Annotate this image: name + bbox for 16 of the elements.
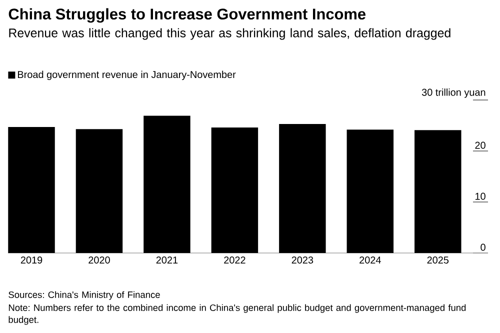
text: Note: Numbers refer to the combined income in China's general public budget and government-managed fund budget. <box>8 304 466 325</box>
x-tick-label: 2022 <box>224 256 246 264</box>
x-tick-label: 2020 <box>88 256 110 264</box>
chart-subtitle: Revenue was little changed this year as shrinking land sales, deflation dragged <box>9 28 450 40</box>
legend-label: Broad government revenue in January-November <box>18 70 236 80</box>
y-tick-label: 20 <box>475 142 486 149</box>
x-tick-label: 2024 <box>360 256 381 264</box>
source-note: Sources: China's Ministry of Finance <box>8 291 160 300</box>
chart-title: China Struggles to Increase Government Income <box>8 8 366 23</box>
x-tick-label: 2019 <box>20 256 42 264</box>
x-tick-label: 2021 <box>156 256 178 264</box>
x-tick-label: 2025 <box>427 256 449 264</box>
y-tick-label: 10 <box>476 192 486 200</box>
y-tick-label: 0 <box>480 244 486 251</box>
x-tick-label: 2023 <box>292 256 314 264</box>
y-tick-label: 30 trillion yuan <box>422 88 486 98</box>
